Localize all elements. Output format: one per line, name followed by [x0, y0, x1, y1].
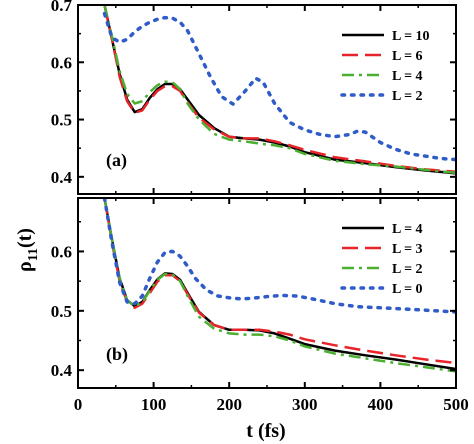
series-line-l-3 [103, 198, 456, 365]
series-line-l-4 [103, 5, 456, 175]
y-tick-label: 0.6 [51, 53, 72, 72]
x-tick-label: 300 [292, 395, 318, 414]
legend-label: L = 4 [392, 69, 423, 84]
panel-label: (b) [106, 344, 128, 365]
y-tick-label: 0.5 [51, 302, 72, 321]
series-line-l-2 [103, 198, 456, 373]
legend: L = 4 L = 3 L = 2 L = 0 [340, 222, 423, 297]
x-tick-label: 200 [216, 395, 242, 414]
y-tick-label: 0.6 [51, 242, 72, 261]
x-tick-label: 100 [141, 395, 167, 414]
y-axis-title: ρ11(t) [14, 228, 41, 272]
x-axis-title: t (fs) [246, 420, 285, 442]
legend-label: L = 4 [392, 222, 423, 237]
panel-a: 0.4 0.5 0.6 0.7 (a) L = 10 L = 6 L = 4 L = 2 [51, 0, 457, 195]
y-tick-label: 0.4 [51, 168, 73, 187]
legend-label: L = 2 [392, 89, 423, 104]
legend-label: L = 3 [392, 242, 423, 257]
x-tick-label: 400 [368, 395, 394, 414]
legend-label: L = 0 [392, 282, 423, 297]
legend-label: L = 6 [392, 49, 423, 64]
legend-label: L = 10 [392, 29, 430, 44]
legend-label: L = 2 [392, 262, 423, 277]
x-tick-label: 500 [443, 395, 469, 414]
panel-label: (a) [106, 150, 127, 171]
y-tick-label: 0.7 [51, 0, 73, 15]
series-line-l-2 [102, 11, 456, 162]
x-tick-label: 0 [74, 395, 83, 414]
y-tick-label: 0.5 [51, 111, 72, 130]
series-line-l-0 [102, 198, 456, 314]
series-line-l-6 [103, 5, 456, 173]
series-line-l-10 [103, 5, 456, 175]
legend: L = 10 L = 6 L = 4 L = 2 [340, 29, 430, 104]
y-tick-label: 0.4 [51, 361, 73, 380]
panel-b: 0.40.50.60 100 200 300 400 500(b)L = 4L = 3L … [51, 197, 469, 414]
